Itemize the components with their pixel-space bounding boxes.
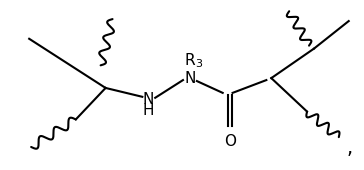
Text: O: O bbox=[223, 134, 236, 149]
Text: N: N bbox=[184, 71, 195, 86]
Text: 3: 3 bbox=[195, 59, 202, 69]
Text: R: R bbox=[185, 53, 195, 68]
Text: N: N bbox=[143, 92, 154, 107]
Text: H: H bbox=[143, 103, 154, 118]
Text: ,: , bbox=[347, 139, 353, 158]
